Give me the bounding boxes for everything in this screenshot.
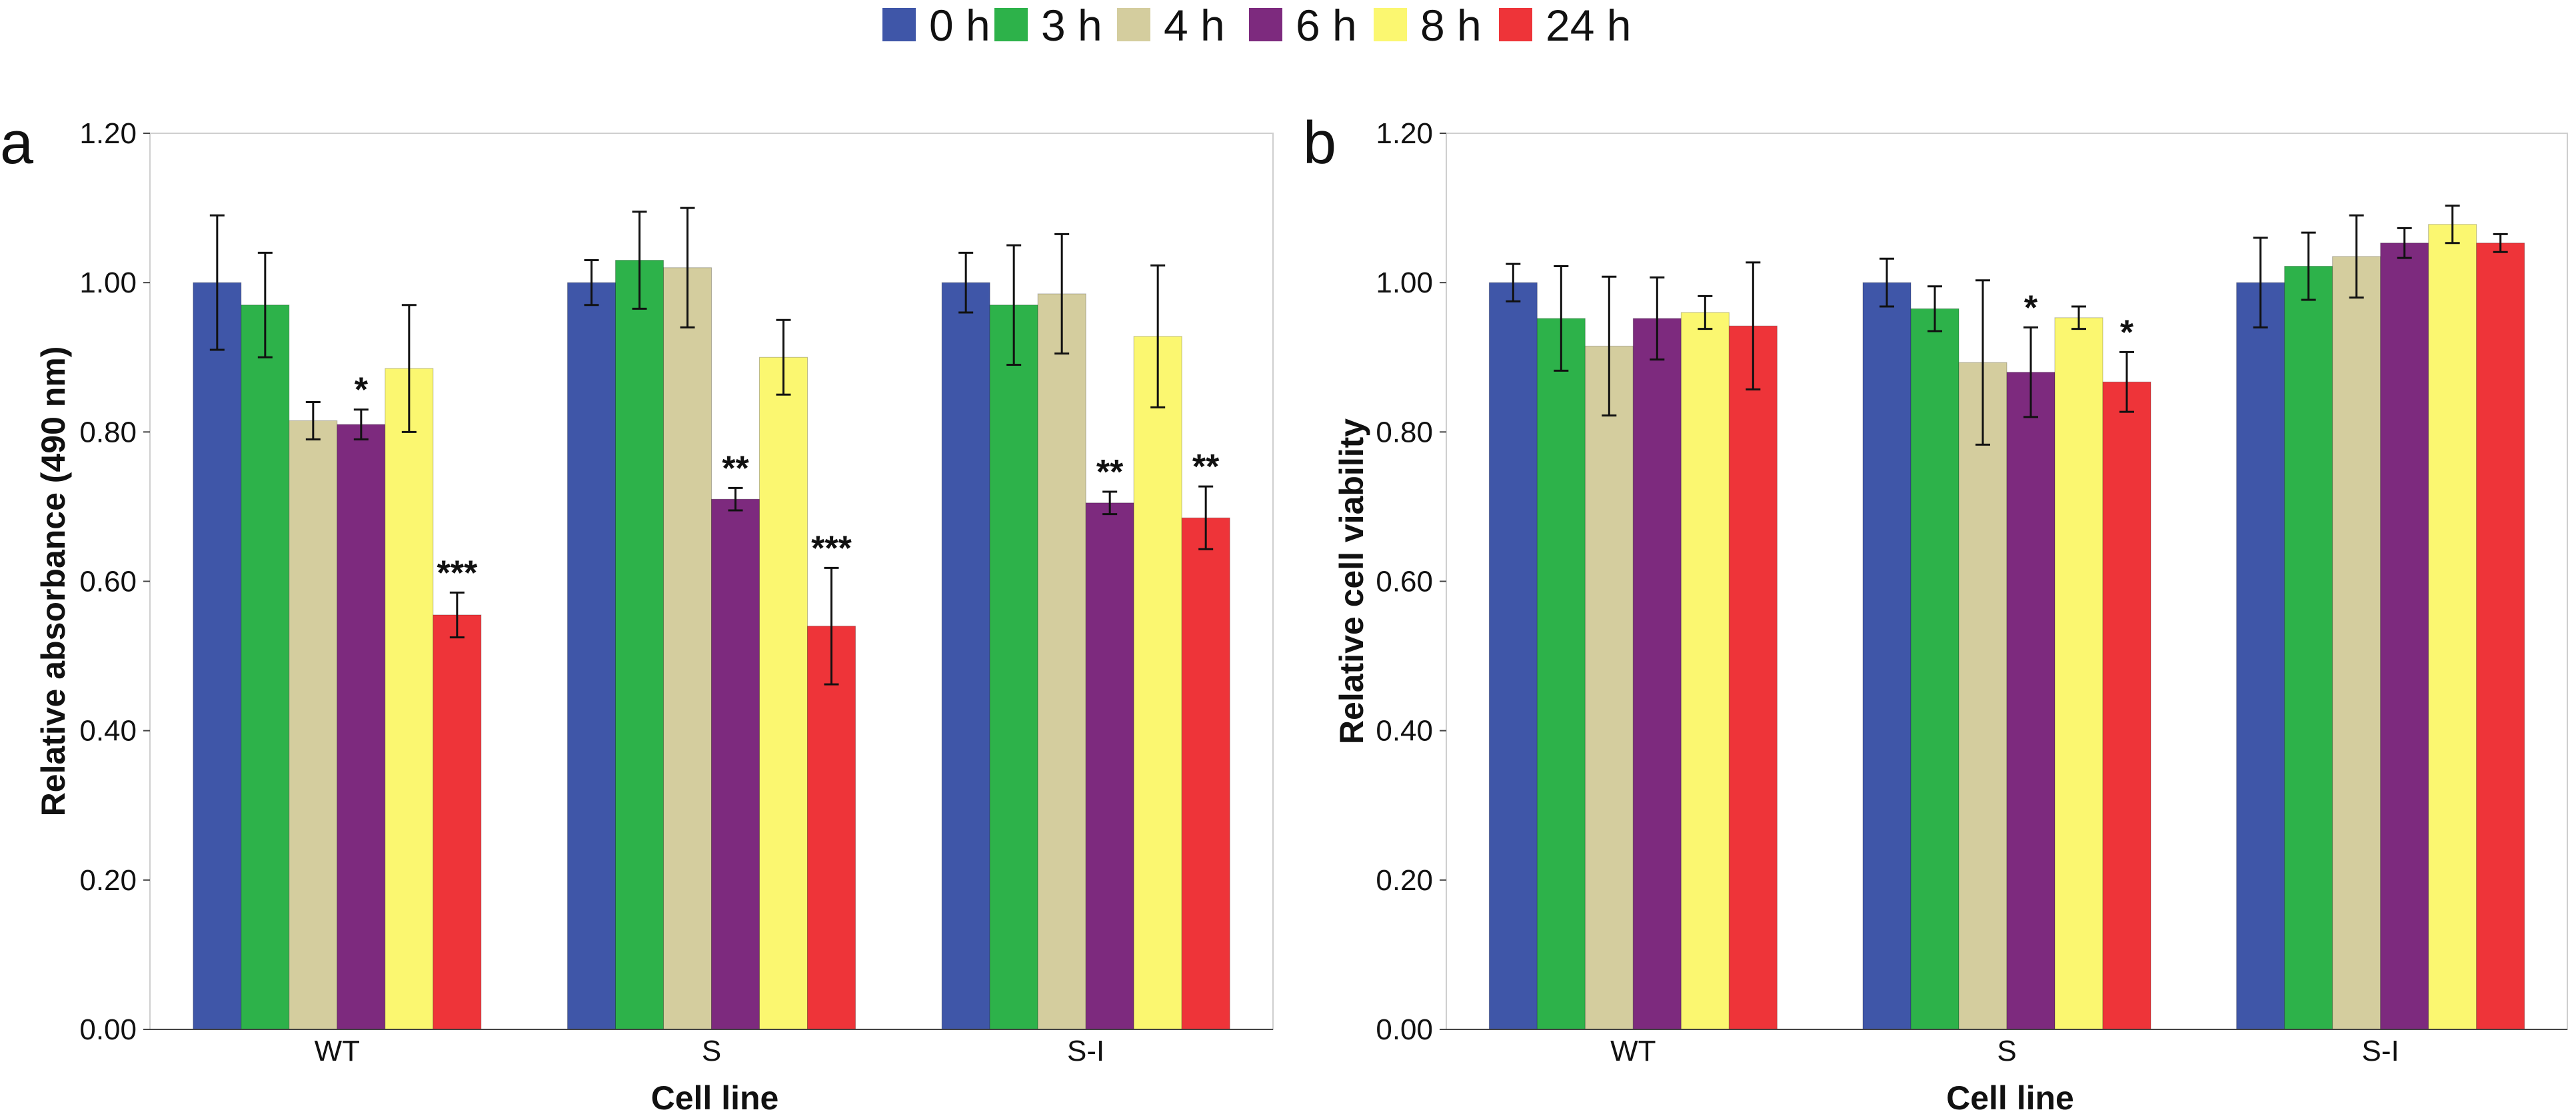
significance-marker: * xyxy=(2120,313,2134,352)
panel-label: b xyxy=(1303,110,1336,177)
y-tick-label: 0.00 xyxy=(1376,1013,1433,1046)
y-tick-label: 0.20 xyxy=(79,864,137,897)
y-tick-label: 0.60 xyxy=(79,566,137,598)
bar-S-0-h xyxy=(567,282,616,1030)
y-tick-label: 0.20 xyxy=(1376,864,1433,897)
bar-S-I-0-h xyxy=(2236,282,2285,1030)
legend-swatch-3-h xyxy=(994,8,1028,41)
legend-swatch-4-h xyxy=(1117,8,1150,41)
legend-label-24-h: 24 h xyxy=(1546,1,1631,50)
significance-marker: ** xyxy=(1096,453,1124,492)
bar-WT-8-h xyxy=(385,368,434,1030)
significance-marker: *** xyxy=(811,529,852,568)
legend-label-8-h: 8 h xyxy=(1420,1,1482,50)
bar-WT-0-h xyxy=(1488,282,1538,1030)
legend-label-3-h: 3 h xyxy=(1041,1,1102,50)
bar-S-3-h xyxy=(615,260,664,1030)
significance-marker: * xyxy=(355,371,369,410)
significance-marker: *** xyxy=(437,554,477,592)
significance-marker: ** xyxy=(1192,448,1220,486)
legend-label-6-h: 6 h xyxy=(1296,1,1357,50)
bar-WT-24-h xyxy=(433,614,482,1030)
bar-WT-24-h xyxy=(1728,325,1778,1030)
legend-swatch-8-h xyxy=(1374,8,1407,41)
y-tick-label: 0.60 xyxy=(1376,566,1433,598)
bar-WT-4-h xyxy=(1584,345,1634,1030)
legend-swatch-24-h xyxy=(1499,8,1532,41)
bar-WT-0-h xyxy=(193,282,242,1030)
legend-swatch-0-h xyxy=(882,8,916,41)
y-tick-label: 0.40 xyxy=(1376,715,1433,748)
bar-S-8-h xyxy=(759,356,808,1030)
y-tick-label: 1.20 xyxy=(1376,117,1433,150)
legend-swatch-6-h xyxy=(1249,8,1282,41)
x-tick-label: S xyxy=(1997,1035,2016,1067)
bar-S-6-h xyxy=(2006,372,2055,1030)
y-tick-label: 1.00 xyxy=(79,267,137,299)
x-tick-label: S xyxy=(702,1035,721,1067)
bar-S-I-6-h xyxy=(1085,502,1134,1030)
bar-S-24-h xyxy=(2102,381,2151,1030)
y-tick-label: 1.00 xyxy=(1376,267,1433,299)
x-axis-title: Cell line xyxy=(1946,1079,2074,1117)
y-tick-label: 0.00 xyxy=(79,1013,137,1046)
panel-a: a 0.00 0.20 0.40 0.60 0.80 1.00 1.20 Relative ab… xyxy=(0,110,1274,1117)
y-tick-label: 0.40 xyxy=(79,715,137,748)
x-tick-label: WT xyxy=(1610,1035,1656,1067)
bar-S-I-3-h xyxy=(989,304,1038,1030)
y-axis-title: Relative absorbance (490 nm) xyxy=(35,346,72,817)
bar-S-I-8-h xyxy=(2428,224,2477,1030)
bar-S-3-h xyxy=(1910,308,1959,1030)
bar-WT-6-h xyxy=(337,424,386,1030)
y-tick-label: 0.80 xyxy=(79,416,137,448)
bar-S-6-h xyxy=(711,498,760,1030)
bar-S-I-8-h xyxy=(1133,336,1182,1030)
y-tick-label: 0.80 xyxy=(1376,416,1433,448)
legend-label-4-h: 4 h xyxy=(1164,1,1225,50)
bar-S-0-h xyxy=(1862,282,1912,1030)
y-axis-title: Relative cell viability xyxy=(1333,418,1370,744)
legend: 0 h 3 h 4 h 6 h 8 h 24 h xyxy=(882,1,1631,50)
x-tick-label: S-I xyxy=(1067,1035,1104,1067)
bar-S-I-4-h xyxy=(1037,293,1086,1030)
bar-S-I-4-h xyxy=(2332,256,2381,1030)
bar-WT-8-h xyxy=(1680,312,1730,1030)
bar-WT-3-h xyxy=(1536,318,1586,1030)
bar-S-I-24-h xyxy=(1181,517,1230,1030)
legend-label-0-h: 0 h xyxy=(929,1,990,50)
x-tick-label: S-I xyxy=(2362,1035,2399,1067)
bar-S-24-h xyxy=(807,626,856,1030)
bar-S-4-h xyxy=(1958,362,2007,1030)
bar-WT-4-h xyxy=(289,420,338,1030)
bar-S-4-h xyxy=(663,267,712,1030)
bar-S-I-0-h xyxy=(941,282,990,1030)
panel-b: b 0.00 0.20 0.40 0.60 0.80 1.00 1.20 Relative ce… xyxy=(1303,110,2568,1117)
bar-S-I-6-h xyxy=(2380,243,2429,1030)
significance-marker: * xyxy=(2024,288,2038,327)
y-tick-label: 1.20 xyxy=(79,117,137,150)
bar-WT-3-h xyxy=(241,304,290,1030)
x-axis-title: Cell line xyxy=(651,1079,779,1117)
bar-S-8-h xyxy=(2054,317,2103,1030)
bar-S-I-3-h xyxy=(2284,266,2333,1030)
bar-WT-6-h xyxy=(1632,318,1682,1030)
panel-label: a xyxy=(0,110,34,177)
bar-S-I-24-h xyxy=(2476,243,2525,1030)
x-tick-label: WT xyxy=(315,1035,360,1067)
significance-marker: ** xyxy=(722,449,749,488)
